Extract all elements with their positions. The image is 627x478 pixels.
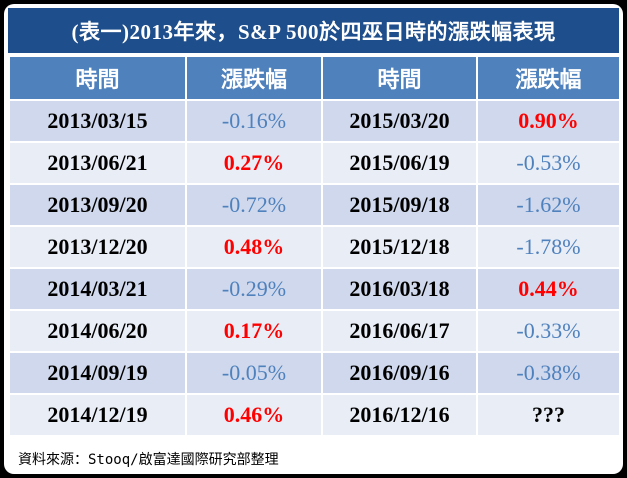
header-row: 時間 漲跌幅 時間 漲跌幅 xyxy=(8,55,621,101)
date-cell: 2013/09/20 xyxy=(8,183,187,227)
change-cell: -0.05% xyxy=(185,351,323,395)
date-cell: 2015/03/20 xyxy=(321,99,478,143)
change-cell: -0.29% xyxy=(185,267,323,311)
date-cell: 2014/09/19 xyxy=(8,351,187,395)
table-row: 2013/03/15 -0.16% 2015/03/20 0.90% xyxy=(8,99,621,143)
change-cell: 0.90% xyxy=(476,99,621,143)
date-cell: 2013/12/20 xyxy=(8,225,187,269)
change-cell: ??? xyxy=(476,393,621,437)
header-date-2: 時間 xyxy=(321,55,478,101)
table-row: 2014/03/21 -0.29% 2016/03/18 0.44% xyxy=(8,267,621,311)
change-cell: -1.78% xyxy=(476,225,621,269)
change-cell: 0.48% xyxy=(185,225,323,269)
change-cell: -1.62% xyxy=(476,183,621,227)
source-note: 資料來源：Stooq/啟富達國際研究部整理 xyxy=(18,452,279,468)
date-cell: 2013/06/21 xyxy=(8,141,187,185)
table-row: 2013/09/20 -0.72% 2015/09/18 -1.62% xyxy=(8,183,621,227)
date-cell: 2016/06/17 xyxy=(321,309,478,353)
header-change-1: 漲跌幅 xyxy=(185,55,323,101)
date-cell: 2016/12/16 xyxy=(321,393,478,437)
header-change-2: 漲跌幅 xyxy=(476,55,621,101)
change-cell: 0.17% xyxy=(185,309,323,353)
change-cell: 0.27% xyxy=(185,141,323,185)
change-cell: 0.46% xyxy=(185,393,323,437)
table-row: 2014/12/19 0.46% 2016/12/16??? xyxy=(8,393,621,437)
date-cell: 2014/03/21 xyxy=(8,267,187,311)
change-cell: 0.44% xyxy=(476,267,621,311)
date-cell: 2016/03/18 xyxy=(321,267,478,311)
date-cell: 2015/09/18 xyxy=(321,183,478,227)
table-row: 2014/09/19 -0.05% 2016/09/16 -0.38% xyxy=(8,351,621,395)
change-cell: -0.16% xyxy=(185,99,323,143)
date-cell: 2016/09/16 xyxy=(321,351,478,395)
table-row: 2013/06/21 0.27% 2015/06/19 -0.53% xyxy=(8,141,621,185)
table-title: (表一)2013年來，S&P 500於四巫日時的漲跌幅表現 xyxy=(8,8,619,53)
date-cell: 2014/12/19 xyxy=(8,393,187,437)
date-cell: 2015/06/19 xyxy=(321,141,478,185)
date-cell: 2014/06/20 xyxy=(8,309,187,353)
header-date-1: 時間 xyxy=(8,55,187,101)
change-cell: -0.53% xyxy=(476,141,621,185)
change-cell: -0.33% xyxy=(476,309,621,353)
table-frame: (表一)2013年來，S&P 500於四巫日時的漲跌幅表現 時間 漲跌幅 時間 … xyxy=(4,4,623,474)
change-cell: -0.72% xyxy=(185,183,323,227)
table-row: 2013/12/20 0.48% 2015/12/18 -1.78% xyxy=(8,225,621,269)
table-row: 2014/06/20 0.17% 2016/06/17 -0.33% xyxy=(8,309,621,353)
change-cell: -0.38% xyxy=(476,351,621,395)
date-cell: 2015/12/18 xyxy=(321,225,478,269)
data-table: 時間 漲跌幅 時間 漲跌幅 2013/03/15 -0.16% 2015/03/20… xyxy=(8,55,621,437)
date-cell: 2013/03/15 xyxy=(8,99,187,143)
